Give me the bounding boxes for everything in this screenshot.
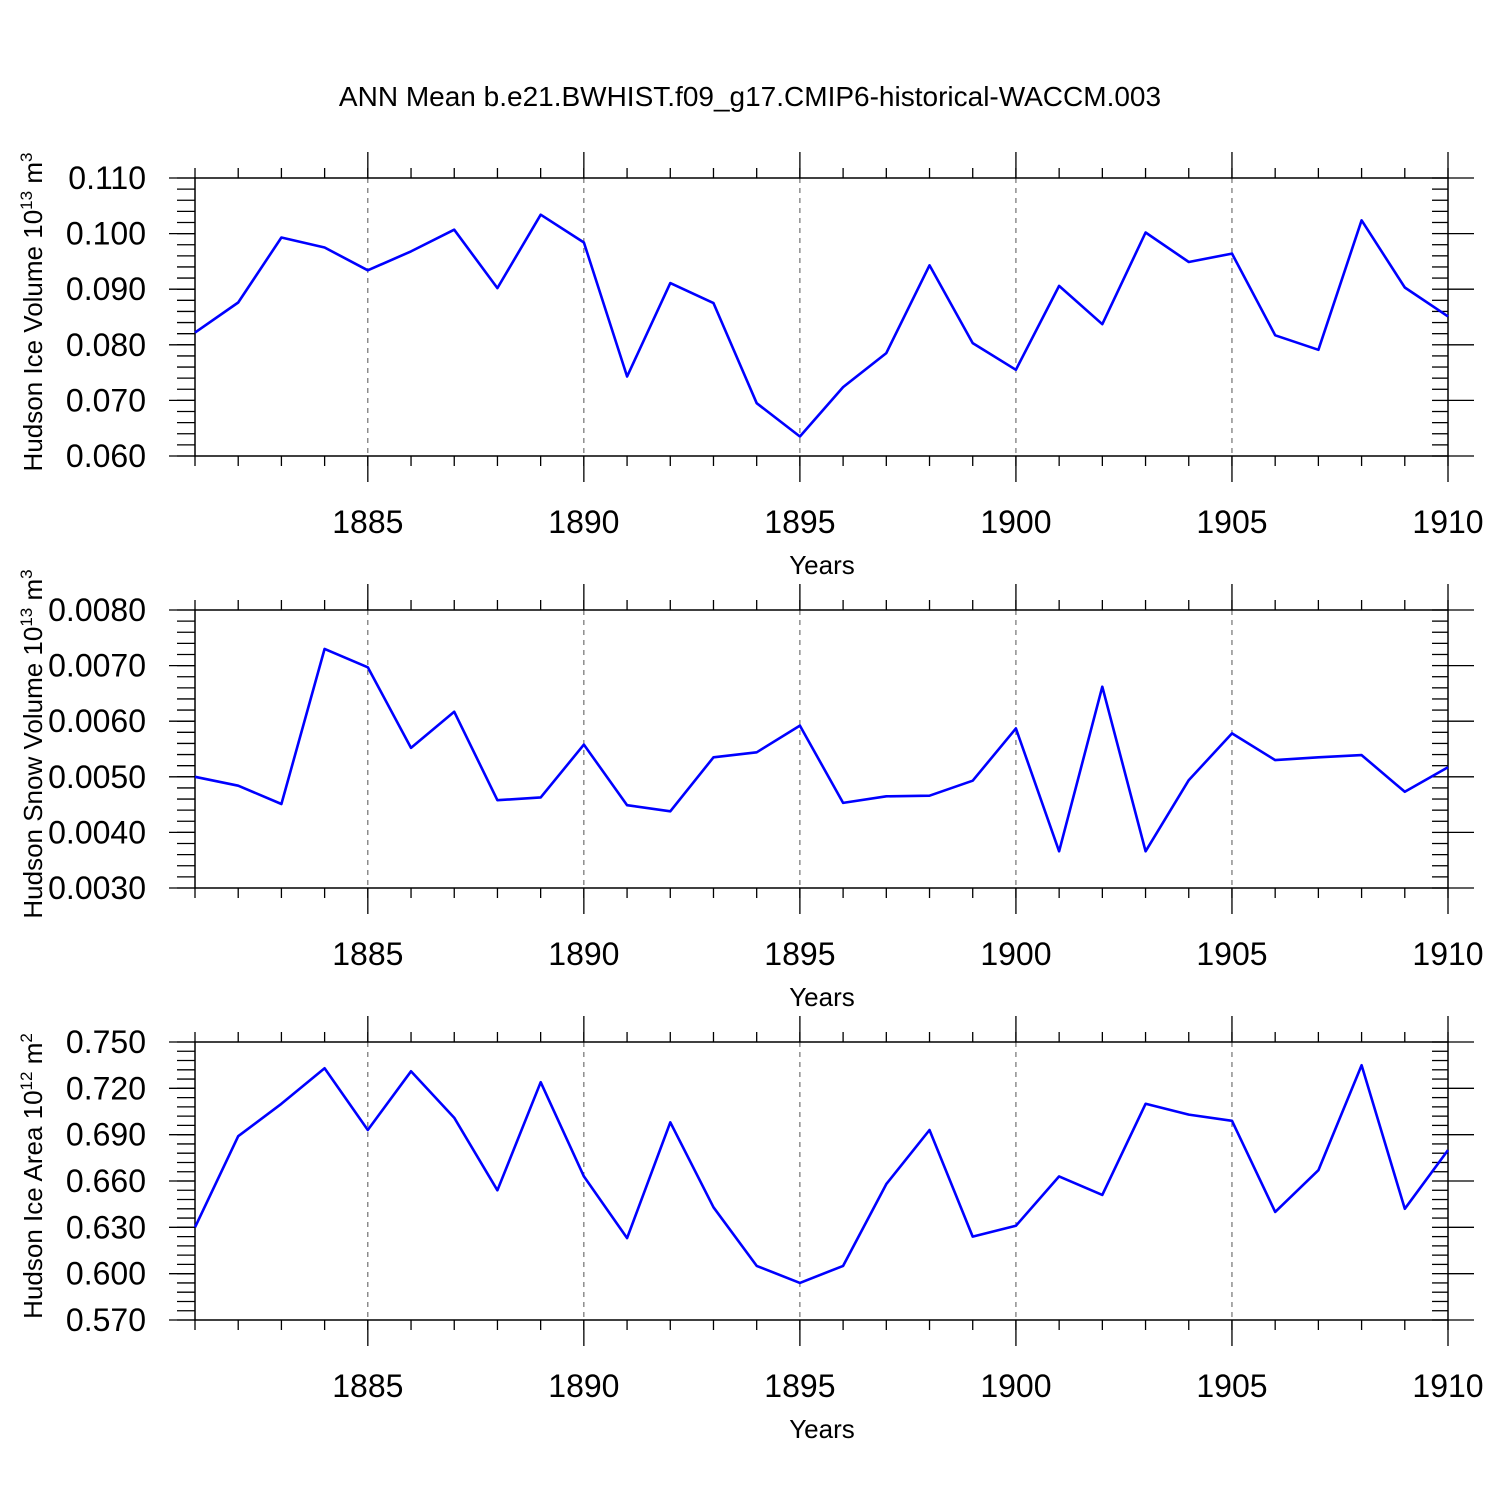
y-tick-label: 0.0070 xyxy=(48,648,146,684)
y-tick-label: 0.0040 xyxy=(48,814,146,850)
x-tick-label: 1900 xyxy=(980,936,1051,972)
y-axis-label-text: Hudson Ice Volume 10 xyxy=(18,210,48,472)
series-line xyxy=(193,1063,1450,1285)
panel-3: 0.570 0.600 0.630 0.660 0.690 0.720 0.750 1885 1… xyxy=(17,1016,1484,1444)
y-tick-label: 0.690 xyxy=(66,1117,146,1153)
x-tick-label: 1910 xyxy=(1412,936,1483,972)
y-tick-label: 0.0050 xyxy=(48,759,146,795)
x-tick-label: 1890 xyxy=(548,936,619,972)
y-tick-label: 0.630 xyxy=(66,1209,146,1245)
x-tick-label: 1885 xyxy=(332,1368,403,1404)
plot-frame xyxy=(194,177,1449,457)
x-tick-label: 1900 xyxy=(980,504,1051,540)
y-tick-label: 0.660 xyxy=(66,1163,146,1199)
x-tick-label: 1905 xyxy=(1196,1368,1267,1404)
y-axis-label-unit-exponent: 3 xyxy=(17,569,36,578)
x-tick-label: 1890 xyxy=(548,1368,619,1404)
y-tick-label: 0.0060 xyxy=(48,703,146,739)
y-axis-label-text: Hudson Ice Area 10 xyxy=(18,1090,48,1318)
x-tick-label: 1895 xyxy=(764,504,835,540)
series-line xyxy=(194,213,1449,438)
series-line xyxy=(194,647,1449,853)
x-tick-label: 1910 xyxy=(1412,504,1483,540)
y-axis-label: Hudson Ice Area 1012 m2 xyxy=(17,1033,48,1319)
panel-1: 0.060 0.070 0.080 0.090 0.100 0.110 1885 1890 18… xyxy=(17,152,1484,580)
y-tick-label: 0.720 xyxy=(66,1070,146,1106)
x-tick-label: 1910 xyxy=(1412,1368,1483,1404)
x-tick-label: 1905 xyxy=(1196,936,1267,972)
y-axis-label-unit-exponent: 3 xyxy=(17,153,36,162)
y-axis-label-exponent: 13 xyxy=(17,608,36,627)
x-tick-label: 1885 xyxy=(332,936,403,972)
y-axis-label-unit-exponent: 2 xyxy=(17,1033,36,1042)
y-axis-label-unit: m xyxy=(18,162,48,191)
x-axis-label: Years xyxy=(789,550,855,580)
y-tick-label: 0.600 xyxy=(66,1256,146,1292)
plot-frame xyxy=(194,609,1449,889)
y-axis-label: Hudson Ice Volume 1013 m3 xyxy=(17,153,48,472)
x-tick-label: 1890 xyxy=(548,504,619,540)
x-tick-label: 1885 xyxy=(332,504,403,540)
panel-2: 0.0030 0.0040 0.0050 0.0060 0.0070 0.0080 1885… xyxy=(17,569,1484,1012)
x-tick-label: 1895 xyxy=(764,936,835,972)
y-tick-label: 0.570 xyxy=(66,1302,146,1338)
x-axis-label: Years xyxy=(789,1414,855,1444)
y-axis-label: Hudson Snow Volume 1013 m3 xyxy=(17,569,48,918)
x-tick-label: 1900 xyxy=(980,1368,1051,1404)
y-tick-label: 0.0080 xyxy=(48,592,146,628)
x-tick-label: 1905 xyxy=(1196,504,1267,540)
y-tick-label: 0.110 xyxy=(68,160,146,196)
y-axis-label-exponent: 12 xyxy=(17,1072,36,1091)
x-tick-label: 1895 xyxy=(764,1368,835,1404)
chart-title: ANN Mean b.e21.BWHIST.f09_g17.CMIP6-hist… xyxy=(339,81,1161,112)
y-tick-label: 0.090 xyxy=(66,271,146,307)
y-axis-label-unit: m xyxy=(18,579,48,608)
y-tick-label: 0.750 xyxy=(66,1024,146,1060)
y-axis-label-exponent: 13 xyxy=(17,191,36,210)
y-tick-label: 0.060 xyxy=(66,438,146,474)
y-tick-label: 0.070 xyxy=(66,382,146,418)
y-axis-label-text: Hudson Snow Volume 10 xyxy=(18,627,48,919)
y-tick-label: 0.100 xyxy=(66,216,146,252)
y-axis-label-unit: m xyxy=(18,1043,48,1072)
y-tick-label: 0.0030 xyxy=(48,870,146,906)
x-axis-label: Years xyxy=(789,982,855,1012)
y-tick-label: 0.080 xyxy=(66,327,146,363)
